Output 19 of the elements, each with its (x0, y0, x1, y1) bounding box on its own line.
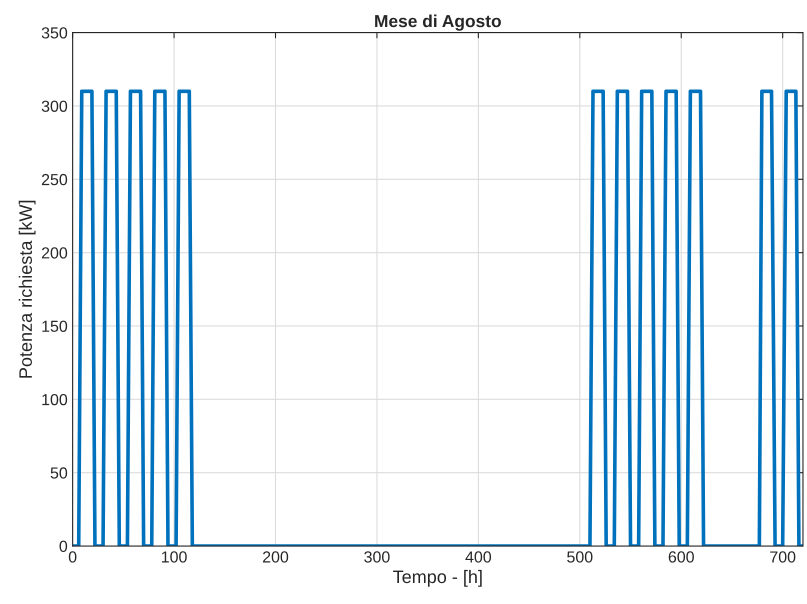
x-tick-label: 400 (465, 551, 492, 563)
y-tick-label: 250 (42, 174, 68, 186)
y-tick-label: 200 (42, 247, 68, 259)
y-tick-label: 0 (60, 540, 68, 552)
y-tick-label: 300 (42, 100, 68, 112)
x-tick-label: 600 (668, 551, 694, 563)
y-tick-label: 350 (42, 27, 68, 39)
y-tick-label: 50 (50, 467, 68, 479)
x-tick-label: 700 (770, 551, 796, 563)
chart-title: Mese di Agosto (375, 14, 501, 31)
x-tick-label: 0 (68, 551, 76, 563)
y-tick-label: 100 (42, 394, 68, 406)
x-tick-label: 300 (364, 551, 390, 563)
x-tick-label: 200 (262, 551, 288, 563)
y-axis-title: Potenza richiesta [kW] (18, 200, 36, 378)
x-tick-label: 500 (567, 551, 593, 563)
x-tick-label: 100 (162, 551, 187, 563)
y-tick-label: 150 (42, 320, 68, 332)
x-axis-title: Tempo - [h] (393, 570, 482, 587)
